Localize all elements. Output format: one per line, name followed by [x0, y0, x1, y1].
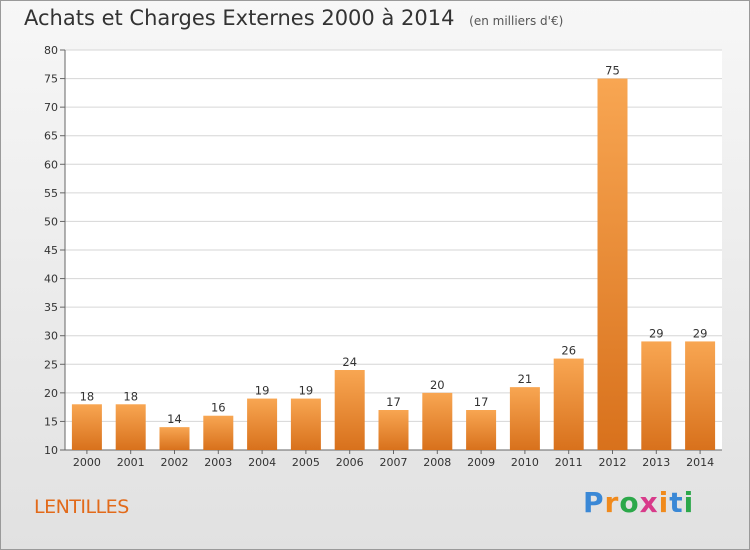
data-label: 21 [518, 372, 533, 386]
data-label: 18 [80, 389, 95, 403]
logo-letter: i [683, 486, 695, 519]
x-tick-label: 2001 [117, 456, 145, 469]
data-label: 19 [255, 384, 270, 398]
chart-unit: (en milliers d'€) [469, 14, 564, 28]
data-label: 29 [693, 326, 708, 340]
proxiti-logo: Proxiti [583, 486, 694, 519]
bar [553, 358, 584, 450]
data-label: 17 [386, 395, 401, 409]
y-tick-label: 30 [44, 330, 58, 343]
bar [378, 410, 409, 450]
data-label: 75 [605, 64, 620, 78]
chart-title: Achats et Charges Externes 2000 à 2014 (… [24, 6, 563, 30]
logo-letter: o [619, 486, 640, 519]
y-tick-label: 70 [44, 101, 58, 114]
bar [685, 341, 716, 450]
data-label: 17 [474, 395, 489, 409]
bar [203, 415, 234, 450]
x-tick-label: 2013 [642, 456, 670, 469]
bar [641, 341, 672, 450]
data-label: 14 [167, 412, 182, 426]
bar [290, 398, 321, 450]
data-label: 16 [211, 401, 226, 415]
y-tick-label: 40 [44, 273, 58, 286]
bar [334, 370, 365, 450]
bar [115, 404, 146, 450]
x-tick-label: 2009 [467, 456, 495, 469]
bar [466, 410, 497, 450]
logo-letter: P [583, 486, 605, 519]
data-label: 26 [561, 344, 576, 358]
logo-letter: r [604, 486, 620, 519]
x-tick-label: 2007 [380, 456, 408, 469]
x-tick-label: 2011 [555, 456, 583, 469]
data-label: 24 [342, 355, 357, 369]
bar [159, 427, 190, 450]
chart-title-text: Achats et Charges Externes 2000 à 2014 [24, 6, 455, 30]
bar [422, 392, 453, 450]
y-tick-label: 45 [44, 244, 58, 257]
x-tick-label: 2008 [423, 456, 451, 469]
y-tick-label: 10 [44, 444, 58, 457]
commune-name: LENTILLES [34, 496, 129, 518]
x-tick-label: 2003 [204, 456, 232, 469]
x-tick-label: 2010 [511, 456, 539, 469]
y-tick-label: 75 [44, 73, 58, 86]
x-tick-label: 2006 [336, 456, 364, 469]
x-tick-label: 2012 [599, 456, 627, 469]
y-tick-label: 35 [44, 301, 58, 314]
y-tick-label: 60 [44, 158, 58, 171]
x-tick-label: 2002 [161, 456, 189, 469]
logo-letter: i [658, 486, 670, 519]
bar [597, 78, 628, 451]
y-tick-label: 15 [44, 415, 58, 428]
x-tick-label: 2004 [248, 456, 276, 469]
logo-letter: x [639, 486, 659, 519]
x-tick-label: 2000 [73, 456, 101, 469]
x-tick-label: 2014 [686, 456, 714, 469]
bar [247, 398, 278, 450]
x-tick-label: 2005 [292, 456, 320, 469]
data-label: 19 [299, 384, 314, 398]
bar [509, 387, 540, 450]
logo-letter: t [669, 486, 684, 519]
data-label: 18 [123, 389, 138, 403]
y-tick-label: 25 [44, 358, 58, 371]
bar [71, 404, 102, 450]
data-label: 29 [649, 326, 664, 340]
y-tick-label: 50 [44, 215, 58, 228]
y-tick-label: 65 [44, 130, 58, 143]
data-label: 20 [430, 378, 445, 392]
y-tick-label: 20 [44, 387, 58, 400]
y-tick-label: 55 [44, 187, 58, 200]
y-tick-label: 80 [44, 44, 58, 57]
